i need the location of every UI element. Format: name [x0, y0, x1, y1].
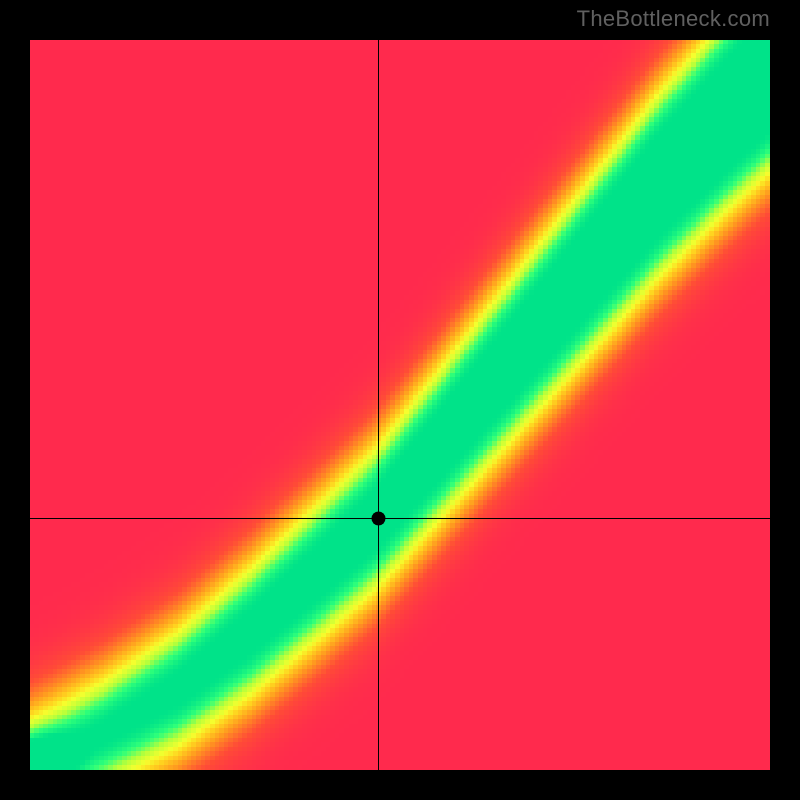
heatmap-canvas [30, 40, 770, 770]
chart-container: TheBottleneck.com [0, 0, 800, 800]
heatmap-plot [30, 40, 770, 770]
watermark-text: TheBottleneck.com [577, 6, 770, 32]
